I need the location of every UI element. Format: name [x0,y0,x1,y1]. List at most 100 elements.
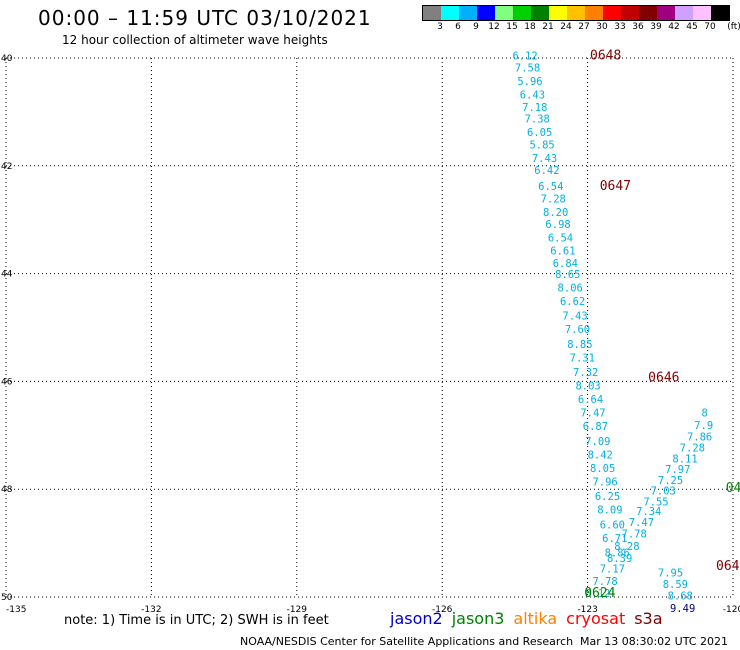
color-scale-tick: 12 [488,22,500,32]
color-swatch [603,6,621,20]
wave-height-value: 7.17 [600,564,625,576]
color-swatch [639,6,657,20]
color-scale-tick: 70 [704,22,716,32]
wave-height-value: 8 [701,407,707,419]
wave-height-value: 8.28 [614,541,639,553]
wave-height-value: 5.96 [517,76,542,88]
pass-time-label: 04 [726,481,740,496]
wave-height-value: 6.71 [602,533,627,545]
longitude-label: -135 [6,605,26,615]
color-scale-tick: 39 [650,22,662,32]
wave-height-value: 7.34 [636,506,661,518]
wave-height-value: 8.68 [668,591,693,603]
wave-height-value: 7.18 [522,102,547,114]
color-scale-tick: 36 [632,22,644,32]
wave-height-value: 6.60 [600,520,625,532]
wave-height-value: 7.09 [585,436,610,448]
wave-height-value: 7.9 [694,420,713,432]
wave-height-value: 7.86 [687,432,712,444]
wave-height-value: 7.28 [541,193,566,205]
satellite-legend: jason2 jason3 altika cryosat s3a [390,609,672,628]
wave-height-value: 5.85 [529,140,554,152]
wave-height-value: 7.96 [592,476,617,488]
credit-line: NOAA/NESDIS Center for Satellite Applica… [240,635,574,648]
color-scale-tick: 21 [542,22,554,32]
wave-height-value: 7.97 [665,464,690,476]
pass-time-label: 0647 [600,179,631,194]
wave-height-value: 8.06 [558,282,583,294]
color-swatch [441,6,459,20]
color-swatch [621,6,639,20]
wave-height-value: 7.55 [643,496,668,508]
wave-height-value: 8.20 [543,207,568,219]
color-swatch [531,6,549,20]
wave-height-value: 8.03 [575,380,600,392]
color-swatch [459,6,477,20]
wave-height-value: 6.54 [538,181,563,193]
color-scale-tick: 27 [578,22,590,32]
color-scale-tick: 45 [686,22,698,32]
color-scale-labels: 3 6 9 12 15 18 21 24 27 30 33 36 39 42 45 70 (ft) [422,22,740,34]
wave-height-value: 8.42 [588,449,613,461]
wave-height-value: 8.12 [585,588,610,600]
wave-height-value: 7.38 [525,114,550,126]
pass-time-label: 0645 [716,559,740,574]
wave-height-value: 8.86 [605,548,630,560]
footer-note: note: 1) Time is in UTC; 2) SWH is in fe… [64,613,329,628]
legend-item-s3a: s3a [634,609,663,628]
wave-height-value: 6.87 [583,421,608,433]
wave-height-value: 6.54 [548,232,573,244]
wave-height-value: 8.05 [590,463,615,475]
wave-height-value: 8.59 [663,579,688,591]
wave-height-value: 6.84 [553,258,578,270]
color-scale-tick: 42 [668,22,680,32]
pass-time-label: 0624 [584,586,615,601]
wave-height-value: 8.65 [555,269,580,281]
latitude-label: 48 [1,485,13,495]
map-title: 00:00 – 11:59 UTC 03/10/2021 [38,6,372,30]
wave-height-value: 7.58 [515,62,540,74]
wave-height-value: 8.39 [607,553,632,565]
latitude-label: 40 [1,54,13,64]
color-scale-bar [422,5,730,21]
color-scale-tick: 9 [473,22,479,32]
color-swatch [675,6,693,20]
wave-height-value: 7.78 [592,576,617,588]
color-scale-tick: 6 [455,22,461,32]
legend-item-jason2: jason2 [390,609,443,628]
color-swatch [567,6,585,20]
wave-height-value: 6.25 [595,491,620,503]
wave-height-value: 6.12 [512,51,537,63]
color-scale-tick: 15 [506,22,518,32]
color-scale-tick: 33 [614,22,626,32]
map-subtitle: 12 hour collection of altimeter wave hei… [62,33,328,47]
legend-item-cryosat: cryosat [566,609,626,628]
wave-height-value: 7.03 [651,486,676,498]
longitude-label: -123 [577,605,597,615]
generated-timestamp: Mar 13 08:30:02 UTC 2021 [580,635,728,648]
wave-height-value: 8.11 [672,453,697,465]
wave-height-value: 7.32 [573,367,598,379]
wave-height-value: 9.49 [670,603,695,615]
wave-height-value: 6.05 [527,127,552,139]
wave-height-value: 7.28 [680,442,705,454]
color-swatch [585,6,603,20]
wave-height-value: 7.95 [658,568,683,580]
wave-height-value: 7.43 [532,153,557,165]
wave-height-value: 8.09 [597,504,622,516]
color-scale-tick: 18 [524,22,536,32]
longitude-label: -126 [432,605,453,615]
color-swatch [477,6,495,20]
color-swatch [513,6,531,20]
wave-height-value: 8.85 [567,339,592,351]
color-swatch [711,6,729,20]
color-swatch [549,6,567,20]
wave-height-value: 6.62 [560,296,585,308]
wave-height-value: 7.47 [580,407,605,419]
wave-height-value: 6.64 [578,394,603,406]
color-swatch [423,6,441,20]
wave-height-value: 7.60 [565,324,590,336]
color-scale-tick: 30 [596,22,608,32]
longitude-label: -132 [141,605,161,615]
color-scale-tick: 3 [437,22,443,32]
